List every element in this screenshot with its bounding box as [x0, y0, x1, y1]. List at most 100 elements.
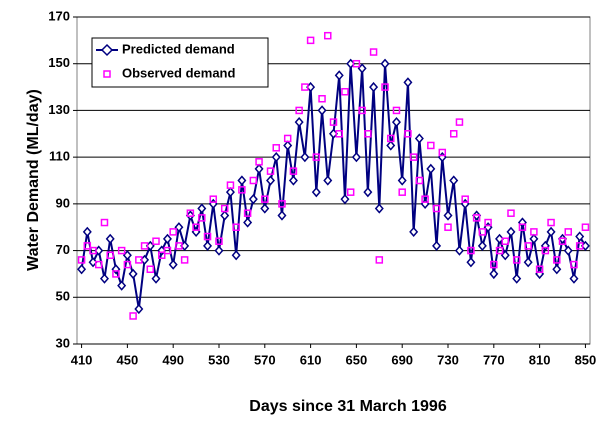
point: [432, 240, 442, 252]
point: [112, 270, 120, 278]
y-tick-label: 130: [48, 102, 70, 117]
point: [403, 77, 413, 88]
point: [432, 204, 441, 213]
point: [570, 260, 578, 269]
point: [380, 58, 390, 69]
point: [278, 200, 286, 208]
point: [397, 175, 407, 186]
point: [352, 59, 361, 68]
point: [375, 256, 384, 264]
point: [260, 203, 270, 214]
point: [581, 223, 590, 231]
point: [192, 223, 200, 231]
point: [140, 242, 149, 250]
point: [295, 106, 303, 115]
point: [409, 226, 419, 238]
y-tick-label: 170: [48, 8, 70, 23]
point: [100, 218, 109, 227]
point: [83, 242, 92, 250]
point: [203, 232, 212, 241]
point: [404, 130, 412, 138]
point: [248, 194, 258, 205]
point: [364, 130, 372, 138]
point: [427, 141, 435, 150]
point: [351, 152, 361, 163]
point: [363, 187, 373, 198]
point: [329, 118, 338, 126]
point: [455, 118, 464, 126]
point: [89, 246, 97, 255]
point: [369, 48, 378, 56]
legend-label: Predicted demand: [122, 41, 235, 56]
y-tick-label: 90: [56, 195, 70, 210]
x-tick-label: 850: [575, 352, 597, 367]
point: [409, 153, 418, 161]
point: [324, 31, 332, 40]
legend: [91, 37, 269, 88]
point: [381, 83, 389, 91]
legend-marker: [103, 70, 111, 78]
point: [225, 187, 235, 198]
point: [162, 233, 172, 245]
point: [467, 246, 475, 255]
point: [346, 188, 355, 196]
point: [249, 176, 258, 185]
point: [317, 105, 327, 116]
x-axis-title: Days since 31 March 1996: [249, 398, 447, 415]
point: [524, 242, 532, 250]
point: [106, 251, 114, 259]
point: [123, 260, 132, 269]
legend-label: Observed demand: [122, 65, 235, 80]
x-tick-label: 810: [529, 352, 551, 367]
point: [283, 140, 293, 151]
point: [489, 268, 499, 280]
point: [443, 210, 453, 221]
point: [444, 223, 452, 231]
point: [535, 265, 544, 274]
point: [186, 209, 195, 217]
point: [512, 256, 521, 264]
point: [564, 228, 572, 236]
point: [128, 268, 138, 280]
point: [134, 303, 144, 315]
point: [312, 153, 321, 161]
point: [261, 195, 269, 203]
x-tick-label: 690: [391, 352, 413, 367]
point: [306, 36, 315, 45]
x-tick-label: 730: [437, 352, 459, 367]
point: [341, 87, 349, 96]
point: [569, 273, 579, 284]
point: [146, 265, 155, 274]
y-tick-label: 110: [49, 149, 70, 164]
point: [214, 245, 224, 256]
x-tick-label: 530: [208, 352, 230, 367]
point: [421, 195, 429, 203]
point: [335, 130, 343, 138]
point: [449, 130, 458, 138]
point: [180, 256, 189, 264]
point: [271, 152, 281, 163]
y-axis-title: Water Demand (ML/day): [25, 89, 42, 271]
point: [151, 273, 161, 284]
point: [369, 81, 379, 93]
point: [99, 273, 109, 284]
point: [254, 163, 264, 174]
x-tick-label: 570: [254, 352, 276, 367]
point: [129, 312, 137, 320]
point: [135, 256, 143, 264]
x-tick-label: 490: [162, 352, 184, 367]
point: [105, 233, 115, 245]
x-tick-label: 410: [71, 352, 93, 367]
point: [266, 175, 276, 186]
point: [95, 260, 103, 269]
point: [563, 245, 573, 256]
point: [386, 140, 396, 151]
point: [461, 195, 469, 203]
point: [117, 246, 126, 255]
point: [255, 158, 263, 166]
point: [237, 175, 247, 186]
y-tick-label: 150: [48, 55, 70, 70]
point: [415, 176, 424, 185]
point: [523, 257, 533, 268]
